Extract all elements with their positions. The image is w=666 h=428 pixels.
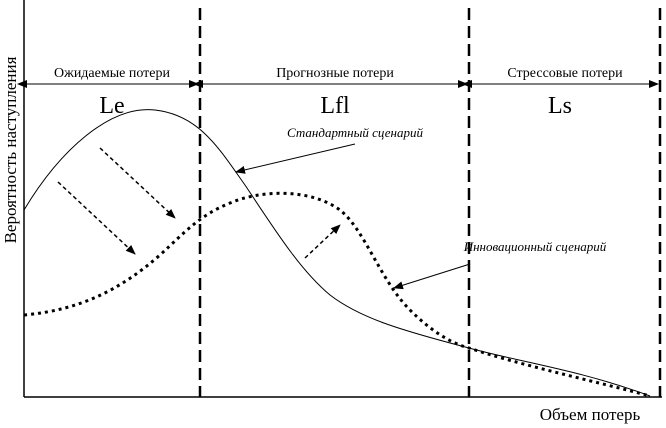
region-header: Стрессовые потери	[507, 66, 623, 81]
curve-label: Инновационный сценарий	[463, 239, 607, 254]
y-axis-label: Вероятность наступления	[1, 56, 20, 243]
x-axis-label: Объем потерь	[540, 405, 641, 424]
region-label: Lfl	[320, 93, 350, 119]
shift-arrow	[304, 224, 341, 259]
shift-arrow	[57, 181, 136, 255]
region-label: Ls	[548, 93, 572, 119]
region-header: Прогнозные потери	[276, 66, 394, 81]
region-label: Le	[99, 93, 124, 119]
standard-curve	[23, 109, 651, 397]
pointer	[235, 143, 356, 174]
curve-label: Стандартный сценарий	[287, 125, 423, 140]
axes	[17, 0, 662, 398]
shift-arrow	[99, 147, 176, 219]
pointer	[393, 263, 471, 290]
innovation-curve	[23, 191, 651, 398]
region-header: Ожидаемые потери	[54, 66, 170, 81]
